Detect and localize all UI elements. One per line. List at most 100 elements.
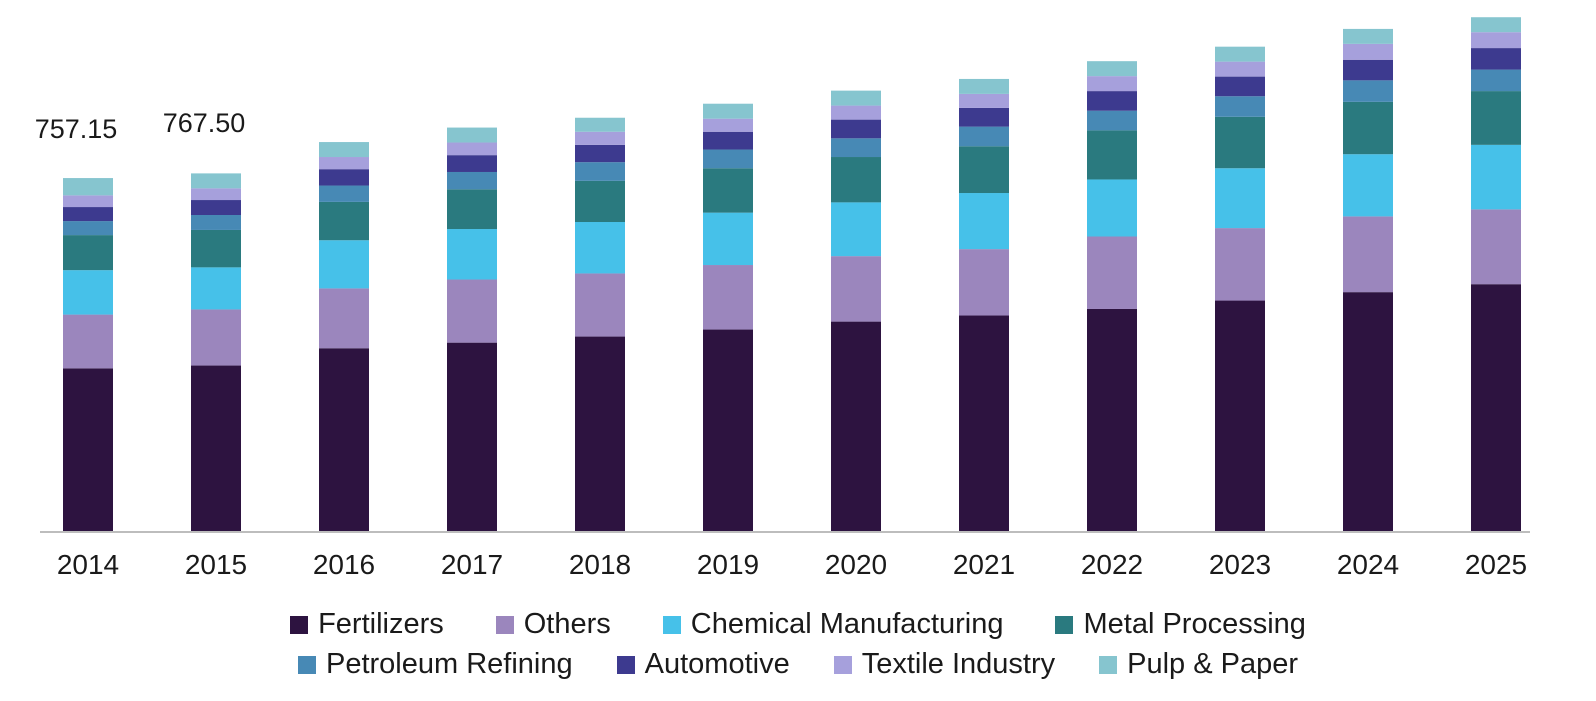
bar-segment-automotive-2019 <box>703 131 753 150</box>
bar-segment-pulp-paper-2014 <box>63 178 113 196</box>
bar-segment-pulp-paper-2018 <box>575 117 625 132</box>
bar-segment-metal-processing-2020 <box>831 157 881 203</box>
bar-segment-petroleum-refining-2019 <box>703 149 753 169</box>
bar-segment-automotive-2023 <box>1215 76 1265 97</box>
bar-segment-chemical-manufacturing-2024 <box>1343 154 1393 217</box>
legend-label: Petroleum Refining <box>325 648 573 680</box>
bar-segment-textile-industry-2025 <box>1471 32 1521 49</box>
bar-segment-pulp-paper-2017 <box>447 127 497 143</box>
bar-segment-chemical-manufacturing-2017 <box>447 229 497 280</box>
legend-swatch <box>495 615 514 634</box>
x-tick-label: 2021 <box>953 549 1015 580</box>
bar-segment-automotive-2014 <box>63 207 113 222</box>
x-tick-label: 2023 <box>1209 549 1271 580</box>
bar-segment-petroleum-refining-2024 <box>1343 80 1393 102</box>
bar-segment-metal-processing-2022 <box>1087 130 1137 180</box>
bar-segment-petroleum-refining-2022 <box>1087 110 1137 131</box>
bar-segment-pulp-paper-2023 <box>1215 46 1265 62</box>
legend-item-pulp-paper: Pulp & Paper <box>1099 648 1298 681</box>
bar-segment-others-2018 <box>575 273 625 337</box>
bar-segment-metal-processing-2023 <box>1215 116 1265 169</box>
bar-segment-textile-industry-2024 <box>1343 43 1393 60</box>
bar-segment-metal-processing-2018 <box>575 180 625 223</box>
bar-segment-chemical-manufacturing-2015 <box>191 267 241 310</box>
bar-segment-textile-industry-2015 <box>191 188 241 201</box>
bar-segment-fertilizers-2017 <box>447 342 497 532</box>
bar-segment-automotive-2022 <box>1087 91 1137 111</box>
bar-segment-metal-processing-2024 <box>1343 101 1393 155</box>
bar-segment-pulp-paper-2019 <box>703 103 753 119</box>
legend-item-chemical-manufacturing: Chemical Manufacturing <box>662 608 1004 641</box>
data-labels: 757.15 767.50 <box>35 108 246 144</box>
bar-segment-others-2025 <box>1471 209 1521 285</box>
bar-segment-textile-industry-2017 <box>447 142 497 156</box>
x-tick-label: 2019 <box>697 549 759 580</box>
legend-label: Others <box>523 608 611 640</box>
legend-label: Chemical Manufacturing <box>690 608 1004 640</box>
x-tick-label: 2015 <box>185 549 247 580</box>
bar-segment-metal-processing-2025 <box>1471 91 1521 145</box>
bar-segment-automotive-2021 <box>959 107 1009 127</box>
bar-segment-petroleum-refining-2016 <box>319 185 369 202</box>
bar-segment-textile-industry-2020 <box>831 105 881 120</box>
bar-segment-others-2021 <box>959 249 1009 316</box>
legend-item-others: Others <box>495 608 611 641</box>
x-tick-label: 2016 <box>313 549 375 580</box>
bar-segment-metal-processing-2015 <box>191 229 241 268</box>
data-label: 767.50 <box>163 108 246 138</box>
bar-segment-pulp-paper-2016 <box>319 142 369 158</box>
bar-segment-pulp-paper-2024 <box>1343 28 1393 44</box>
bar-segment-chemical-manufacturing-2025 <box>1471 144 1521 210</box>
bar-segment-petroleum-refining-2020 <box>831 138 881 158</box>
bar-segment-fertilizers-2016 <box>319 348 369 532</box>
bar-segment-petroleum-refining-2018 <box>575 162 625 181</box>
x-tick-label: 2018 <box>569 549 631 580</box>
bar-segment-others-2023 <box>1215 228 1265 301</box>
bar-segment-chemical-manufacturing-2019 <box>703 212 753 266</box>
bar-segment-textile-industry-2022 <box>1087 76 1137 92</box>
bar-segment-pulp-paper-2022 <box>1087 61 1137 77</box>
bar-segment-automotive-2016 <box>319 169 369 186</box>
legend-swatch <box>616 655 635 674</box>
x-tick-labels: 2014 2015 2016 2017 2018 2019 2020 2021 2022 2023… <box>57 549 1527 580</box>
bar-segment-textile-industry-2023 <box>1215 61 1265 77</box>
legend-item-automotive: Automotive <box>616 648 790 681</box>
bar-segment-others-2024 <box>1343 216 1393 293</box>
bar-segment-chemical-manufacturing-2018 <box>575 222 625 274</box>
bar-segment-others-2022 <box>1087 236 1137 309</box>
bar-segment-fertilizers-2024 <box>1343 292 1393 532</box>
bar-segment-fertilizers-2021 <box>959 315 1009 532</box>
bar-segment-metal-processing-2019 <box>703 168 753 213</box>
bar-segment-chemical-manufacturing-2020 <box>831 202 881 257</box>
legend-swatch <box>833 655 852 674</box>
bar-segment-automotive-2024 <box>1343 59 1393 81</box>
bar-segment-metal-processing-2021 <box>959 146 1009 194</box>
bar-segment-metal-processing-2017 <box>447 189 497 230</box>
legend-swatch <box>290 615 309 634</box>
bar-segment-chemical-manufacturing-2014 <box>63 270 113 315</box>
bar-segment-textile-industry-2021 <box>959 93 1009 108</box>
x-tick-label: 2017 <box>441 549 503 580</box>
bar-segment-others-2017 <box>447 279 497 343</box>
bar-segment-petroleum-refining-2021 <box>959 126 1009 147</box>
bar-segment-automotive-2017 <box>447 155 497 172</box>
legend-item-metal-processing: Metal Processing <box>1055 608 1306 641</box>
legend-label: Textile Industry <box>861 648 1056 680</box>
legend-item-textile-industry: Textile Industry <box>833 648 1056 681</box>
legend-swatch <box>662 615 681 634</box>
x-tick-label: 2014 <box>57 549 119 580</box>
bar-segment-textile-industry-2016 <box>319 157 369 170</box>
bar-segment-pulp-paper-2021 <box>959 78 1009 94</box>
bar-segment-fertilizers-2025 <box>1471 284 1521 532</box>
bar-segment-fertilizers-2020 <box>831 321 881 532</box>
bar-segment-petroleum-refining-2014 <box>63 221 113 236</box>
x-tick-label: 2024 <box>1337 549 1399 580</box>
bar-segment-automotive-2015 <box>191 200 241 215</box>
bar-segment-fertilizers-2015 <box>191 365 241 532</box>
bar-segment-pulp-paper-2020 <box>831 90 881 106</box>
bar-segment-others-2015 <box>191 309 241 366</box>
bar-segment-petroleum-refining-2025 <box>1471 69 1521 92</box>
legend-label: Metal Processing <box>1083 608 1306 640</box>
bar-segment-others-2016 <box>319 288 369 349</box>
